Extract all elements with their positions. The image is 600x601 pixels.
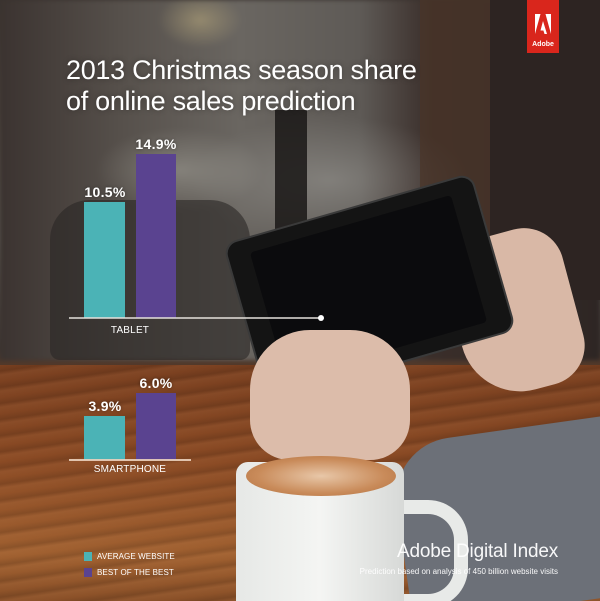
tablet-average-bar xyxy=(84,202,125,318)
smartphone-average-value: 3.9% xyxy=(88,398,122,414)
tablet-best-value: 14.9% xyxy=(135,136,177,152)
legend-swatch-teal xyxy=(84,552,92,561)
chart-title-line2: of online sales prediction xyxy=(66,86,356,116)
tablet-axis-dot xyxy=(318,315,324,321)
legend-item-average-website: AVERAGE WEBSITE xyxy=(84,549,175,564)
chart-title-line1: 2013 Christmas season share xyxy=(66,55,417,85)
legend: AVERAGE WEBSITE BEST OF THE BEST xyxy=(84,549,175,581)
smartphone-average-bar xyxy=(84,416,125,460)
adobe-logo-text: Adobe xyxy=(532,41,554,48)
tablet-axis-line xyxy=(69,317,321,319)
smartphone-axis-line xyxy=(69,459,191,461)
tablet-best-bar xyxy=(136,154,176,318)
smartphone-best-bar xyxy=(136,393,176,460)
source-note: Prediction based on analysis of 450 bill… xyxy=(359,567,558,576)
legend-label: BEST OF THE BEST xyxy=(97,568,174,577)
legend-swatch-purple xyxy=(84,568,92,577)
adobe-logo: Adobe xyxy=(527,0,559,53)
brand-name: Adobe Digital Index xyxy=(397,541,558,562)
smartphone-category-label: SMARTPHONE xyxy=(93,464,167,475)
legend-item-best-of-the-best: BEST OF THE BEST xyxy=(84,565,175,580)
coffee-surface xyxy=(246,456,396,496)
tablet-average-value: 10.5% xyxy=(84,184,126,200)
smartphone-best-value: 6.0% xyxy=(139,375,173,391)
chart-title: 2013 Christmas season share of online sa… xyxy=(66,55,417,117)
left-hand xyxy=(250,330,410,460)
tablet-category-label: TABLET xyxy=(110,325,150,336)
legend-label: AVERAGE WEBSITE xyxy=(97,552,175,561)
adobe-a-icon xyxy=(535,14,551,34)
